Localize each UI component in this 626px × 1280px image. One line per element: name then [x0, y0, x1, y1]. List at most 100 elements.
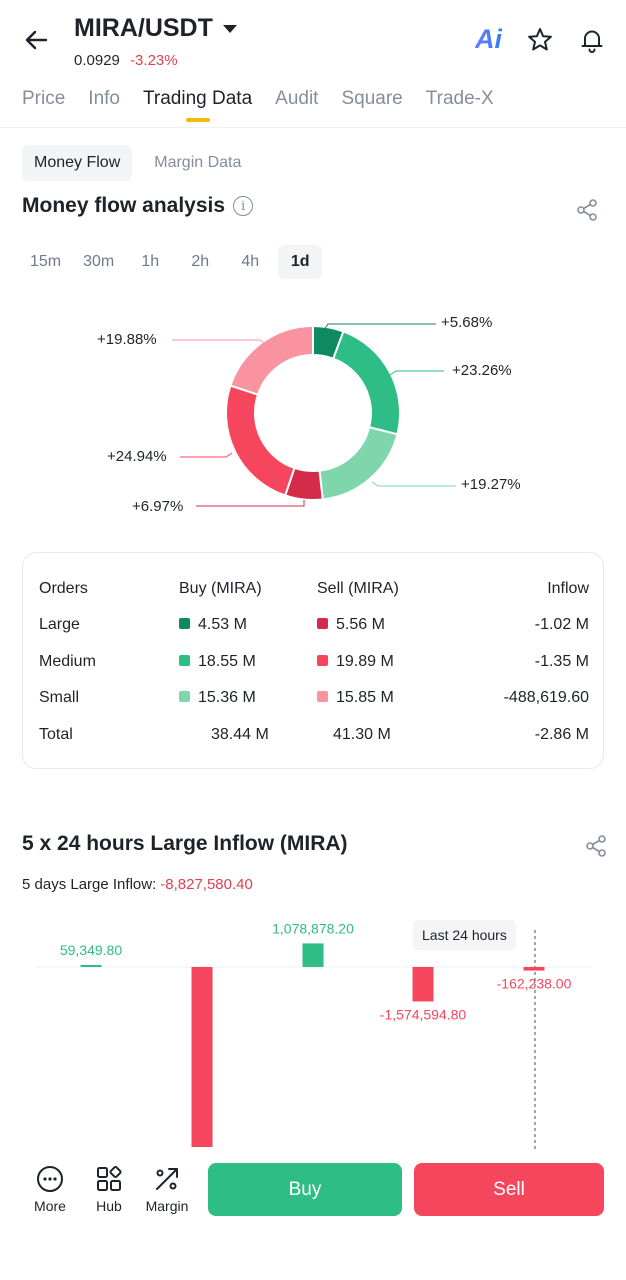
bar-label-1: 59,349.80 — [60, 942, 122, 958]
buy-value: 4.53 M — [198, 616, 247, 633]
interval-4h[interactable]: 4h — [241, 253, 260, 270]
bar-chart-svg: 59,349.80-8,228,975.601,078,878.20-1,574… — [35, 920, 592, 1150]
donut-slice-medium-buy — [331, 330, 401, 436]
legend-small-sell — [317, 691, 328, 702]
donut-slice-small-sell — [229, 324, 314, 396]
inflow-value: -1.02 M — [534, 616, 589, 633]
legend-small-buy — [179, 691, 190, 702]
leader-line-small-sell — [172, 339, 267, 345]
hub-icon — [97, 1165, 122, 1191]
money-flow-title-text: Money flow analysis — [22, 194, 226, 217]
row-label: Medium — [39, 653, 96, 670]
legend-large-buy — [179, 618, 190, 629]
table-row-medium: Medium 18.55 M 19.89 M -1.35 M — [39, 653, 589, 673]
interval-1h[interactable]: 1h — [141, 253, 160, 270]
subtab-money-flow[interactable]: Money Flow — [22, 145, 133, 181]
legend-medium-buy — [179, 655, 190, 666]
tab-divider — [0, 127, 626, 128]
row-label: Total — [39, 726, 73, 743]
interval-30m[interactable]: 30m — [83, 253, 115, 270]
table-row-large: Large 4.53 M 5.56 M -1.02 M — [39, 616, 589, 636]
donut-label-small-sell: +19.88% — [97, 331, 157, 348]
tab-price[interactable]: Price — [22, 88, 66, 109]
subtab-margin-data[interactable]: Margin Data — [154, 154, 242, 171]
sell-value: 41.30 M — [333, 726, 391, 743]
leader-line-medium-sell — [180, 452, 233, 458]
inflow-value: -1.35 M — [534, 653, 589, 670]
bar-4[interactable] — [412, 967, 434, 1002]
price-row: 0.0929 -3.23% — [74, 52, 178, 69]
bar-1[interactable] — [80, 965, 102, 967]
header-buy: Buy (MIRA) — [179, 580, 262, 597]
last-price: 0.0929 — [74, 52, 120, 69]
pair-name: MIRA/USDT — [74, 14, 213, 42]
summary-value: -8,827,580.40 — [160, 876, 253, 893]
leader-line-small-buy — [371, 481, 456, 487]
tooltip-last-24h: Last 24 hours — [413, 920, 516, 950]
hub-label: Hub — [96, 1198, 122, 1214]
bar-2[interactable] — [191, 967, 213, 1147]
orders-table: Orders Buy (MIRA) Sell (MIRA) Inflow Lar… — [22, 552, 604, 769]
tab-trade-x[interactable]: Trade-X — [425, 88, 494, 109]
sell-button[interactable]: Sell — [414, 1163, 604, 1216]
large-inflow-chart: 59,349.80-8,228,975.601,078,878.20-1,574… — [0, 915, 626, 1150]
tab-info[interactable]: Info — [88, 88, 120, 109]
main-tabs: Price Info Trading Data Audit Square Tra… — [22, 88, 494, 122]
money-flow-title: Money flow analysis i — [22, 194, 254, 218]
interval-selector: 15m 30m 1h 2h 4h 1d — [22, 245, 323, 279]
buy-value: 38.44 M — [211, 726, 269, 743]
hub-button[interactable]: Hub — [82, 1164, 136, 1214]
leader-line-large-sell — [196, 500, 305, 507]
large-inflow-summary: 5 days Large Inflow: -8,827,580.40 — [22, 876, 253, 893]
sell-value: 5.56 M — [336, 616, 385, 633]
pair-selector[interactable]: MIRA/USDT — [74, 14, 237, 43]
bar-5[interactable] — [523, 967, 545, 971]
more-icon — [37, 1166, 63, 1192]
buy-button[interactable]: Buy — [208, 1163, 402, 1216]
large-inflow-title: 5 x 24 hours Large Inflow (MIRA) — [22, 832, 348, 855]
more-button[interactable]: More — [23, 1164, 77, 1214]
leader-line-medium-buy — [389, 370, 444, 376]
bar-label-4: -1,574,594.80 — [380, 1006, 467, 1022]
margin-button[interactable]: Margin — [140, 1164, 194, 1214]
ai-icon[interactable]: Ai — [475, 24, 502, 54]
margin-icon — [156, 1168, 178, 1190]
inflow-value: -2.86 M — [534, 726, 589, 743]
donut-label-medium-sell: +24.94% — [107, 448, 167, 465]
buy-cell: 15.36 M — [179, 689, 256, 707]
sell-cell: 5.56 M — [317, 616, 385, 634]
price-change: -3.23% — [130, 52, 178, 69]
tab-square[interactable]: Square — [341, 88, 403, 109]
interval-15m[interactable]: 15m — [30, 253, 62, 270]
buy-cell: 18.55 M — [179, 653, 256, 671]
header-actions: Ai — [475, 24, 606, 55]
share-icon[interactable] — [575, 198, 599, 222]
bottom-action-bar: More Hub Margin Buy Sell — [0, 1150, 626, 1280]
donut-svg — [172, 323, 456, 507]
sell-value: 15.85 M — [336, 689, 394, 706]
star-icon[interactable] — [526, 26, 554, 54]
bell-icon[interactable] — [578, 26, 606, 54]
donut-label-large-buy: +5.68% — [441, 314, 493, 331]
header: MIRA/USDT 0.0929 -3.23% Ai — [0, 0, 626, 80]
donut-slice-small-buy — [318, 425, 399, 501]
back-arrow-icon[interactable] — [20, 24, 52, 56]
row-label: Small — [39, 689, 80, 706]
inflow-value: -488,619.60 — [503, 689, 589, 706]
donut-label-medium-buy: +23.26% — [452, 362, 512, 379]
interval-2h[interactable]: 2h — [191, 253, 210, 270]
bar-3[interactable] — [302, 943, 324, 967]
margin-label: Margin — [145, 1198, 189, 1214]
buy-value: 15.36 M — [198, 689, 256, 706]
interval-1d[interactable]: 1d — [278, 245, 323, 279]
donut-label-small-buy: +19.27% — [461, 476, 521, 493]
share-icon[interactable] — [584, 834, 608, 858]
tab-audit[interactable]: Audit — [275, 88, 319, 109]
info-icon[interactable]: i — [233, 196, 254, 216]
header-sell: Sell (MIRA) — [317, 580, 399, 597]
tab-trading-data[interactable]: Trading Data — [143, 88, 253, 122]
bar-label-5: -162,238.00 — [497, 976, 572, 992]
legend-large-sell — [317, 618, 328, 629]
money-flow-donut: +5.68% +23.26% +19.27% +6.97% +24.94% +1… — [0, 300, 626, 530]
bar-label-3: 1,078,878.20 — [272, 920, 354, 936]
